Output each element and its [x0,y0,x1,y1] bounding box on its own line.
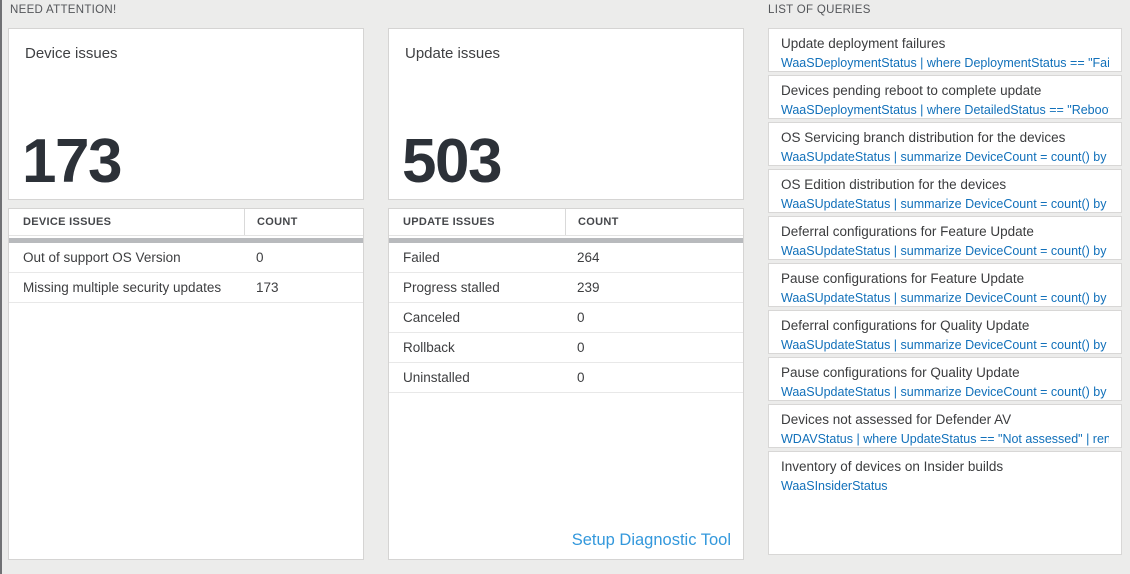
query-item[interactable]: OS Servicing branch distribution for the… [768,122,1122,166]
query-item[interactable]: Deferral configurations for Quality Upda… [768,310,1122,354]
query-title: OS Servicing branch distribution for the… [781,130,1066,145]
query-title: Deferral configurations for Quality Upda… [781,318,1030,333]
query-title: Update deployment failures [781,36,946,51]
query-item[interactable]: Update deployment failures WaaSDeploymen… [768,28,1122,72]
update-table-header-issues: UPDATE ISSUES [403,216,495,228]
row-label: Canceled [403,310,461,325]
query-title: Inventory of devices on Insider builds [781,459,1004,474]
row-label: Rollback [403,340,455,355]
query-list: Update deployment failures WaaSDeploymen… [768,28,1122,558]
table-row[interactable]: Progress stalled 239 [389,273,743,303]
query-title: Pause configurations for Feature Update [781,271,1025,286]
query-text: WaaSDeploymentStatus | where DeploymentS… [781,55,1109,70]
update-issues-table: UPDATE ISSUES COUNT Failed 264 Progress … [388,208,744,560]
device-table-header: DEVICE ISSUES COUNT [9,209,363,236]
update-issues-title: Update issues [405,45,501,62]
table-row[interactable]: Canceled 0 [389,303,743,333]
query-item[interactable]: OS Edition distribution for the devices … [768,169,1122,213]
query-title: Deferral configurations for Feature Upda… [781,224,1034,239]
row-count: 0 [577,370,585,385]
table-row[interactable]: Out of support OS Version 0 [9,243,363,273]
device-issues-table: DEVICE ISSUES COUNT Out of support OS Ve… [8,208,364,560]
row-count: 264 [577,250,600,265]
query-item[interactable]: Pause configurations for Quality Update … [768,357,1122,401]
query-text: WaaSUpdateStatus | summarize DeviceCount… [781,337,1109,352]
setup-diagnostic-tool-link[interactable]: Setup Diagnostic Tool [571,531,731,549]
device-table-header-issues: DEVICE ISSUES [23,216,112,228]
query-title: OS Edition distribution for the devices [781,177,1007,192]
query-text: WaaSInsiderStatus [781,478,888,493]
query-title: Pause configurations for Quality Update [781,365,1020,380]
query-text: WaaSUpdateStatus | summarize DeviceCount… [781,243,1109,258]
row-label: Missing multiple security updates [23,280,222,295]
device-table-header-count: COUNT [244,209,363,235]
row-count: 0 [577,340,585,355]
update-table-scrollbar[interactable] [389,238,743,243]
query-title: Devices pending reboot to complete updat… [781,83,1042,98]
device-issues-title: Device issues [25,45,118,62]
row-label: Out of support OS Version [23,250,181,265]
device-issues-count: 173 [22,127,122,196]
query-item[interactable]: Devices pending reboot to complete updat… [768,75,1122,119]
row-label: Uninstalled [403,370,470,385]
query-text: WaaSUpdateStatus | summarize DeviceCount… [781,290,1109,305]
query-text: WaaSUpdateStatus | summarize DeviceCount… [781,196,1109,211]
row-label: Progress stalled [403,280,500,295]
row-count: 0 [577,310,585,325]
table-row[interactable]: Rollback 0 [389,333,743,363]
query-item[interactable]: Devices not assessed for Defender AV WDA… [768,404,1122,448]
query-text: WaaSDeploymentStatus | where DetailedSta… [781,102,1109,117]
table-row[interactable]: Missing multiple security updates 173 [9,273,363,303]
row-label: Failed [403,250,440,265]
row-count: 173 [256,280,279,295]
row-count: 0 [256,250,264,265]
table-row[interactable]: Uninstalled 0 [389,363,743,393]
device-table-scrollbar[interactable] [9,238,363,243]
need-attention-heading: NEED ATTENTION! [10,4,117,16]
query-item[interactable]: Inventory of devices on Insider builds W… [768,451,1122,555]
panel-left-edge [0,0,2,574]
update-table-header: UPDATE ISSUES COUNT [389,209,743,236]
device-issues-tile[interactable]: Device issues 173 [8,28,364,200]
query-title: Devices not assessed for Defender AV [781,412,1012,427]
query-text: WaaSUpdateStatus | summarize DeviceCount… [781,384,1109,399]
query-item[interactable]: Deferral configurations for Feature Upda… [768,216,1122,260]
update-table-header-count: COUNT [565,209,743,235]
query-text: WDAVStatus | where UpdateStatus == "Not … [781,431,1109,446]
query-item[interactable]: Pause configurations for Feature Update … [768,263,1122,307]
list-of-queries-heading: LIST OF QUERIES [768,4,871,16]
update-issues-tile[interactable]: Update issues 503 [388,28,744,200]
row-count: 239 [577,280,600,295]
query-text: WaaSUpdateStatus | summarize DeviceCount… [781,149,1109,164]
table-row[interactable]: Failed 264 [389,243,743,273]
update-issues-count: 503 [402,127,502,196]
